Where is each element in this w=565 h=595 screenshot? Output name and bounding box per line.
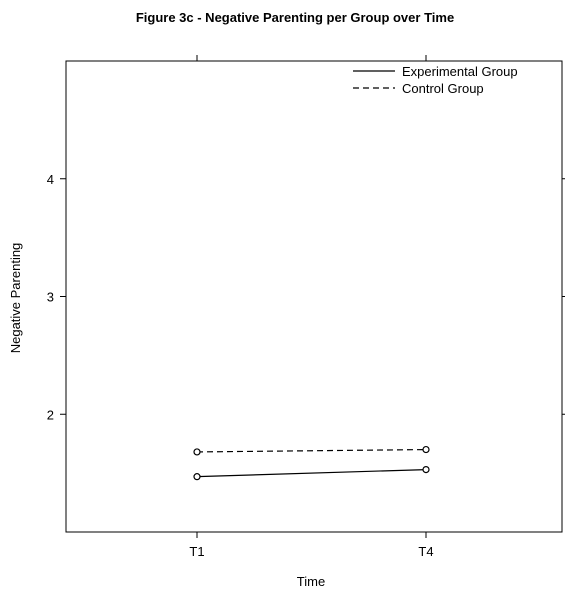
- y-tick-label: 4: [47, 172, 54, 187]
- series-line-2: [196, 448, 427, 453]
- tick-labels: T1 T4 2 3 4: [47, 172, 434, 559]
- x-tick-label: T4: [418, 544, 433, 559]
- x-axis-label: Time: [297, 574, 325, 589]
- y-tick-label: 3: [47, 290, 54, 305]
- data-point-s2-1: [193, 448, 201, 456]
- series-line-1: [196, 468, 427, 478]
- x-tick-label: T1: [189, 544, 204, 559]
- legend-label-2: Control Group: [402, 81, 484, 96]
- y-axis-label: Negative Parenting: [8, 243, 23, 354]
- data-point-s1-2: [422, 465, 430, 474]
- legend: Experimental Group Control Group: [353, 64, 518, 96]
- data-point-s1-1: [193, 473, 201, 481]
- chart-title: Figure 3c - Negative Parenting per Group…: [136, 10, 454, 25]
- axis-ticks: [60, 55, 565, 538]
- data-point-s2-2: [422, 445, 430, 454]
- series-points: [193, 445, 430, 481]
- plot-frame: [65, 60, 563, 533]
- series-lines: [196, 448, 427, 478]
- y-tick-label: 2: [47, 407, 54, 422]
- legend-label-1: Experimental Group: [402, 64, 518, 79]
